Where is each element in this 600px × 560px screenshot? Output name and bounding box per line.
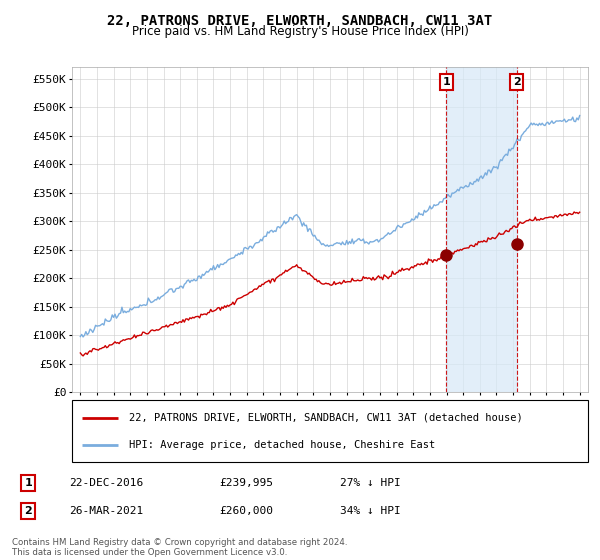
Text: 2: 2 [512,77,520,87]
Text: 34% ↓ HPI: 34% ↓ HPI [340,506,401,516]
Text: 1: 1 [442,77,450,87]
Text: 22-DEC-2016: 22-DEC-2016 [70,478,144,488]
Text: 27% ↓ HPI: 27% ↓ HPI [340,478,401,488]
Text: 2: 2 [24,506,32,516]
Text: Price paid vs. HM Land Registry's House Price Index (HPI): Price paid vs. HM Land Registry's House … [131,25,469,38]
FancyBboxPatch shape [72,400,588,462]
Text: 26-MAR-2021: 26-MAR-2021 [70,506,144,516]
Text: HPI: Average price, detached house, Cheshire East: HPI: Average price, detached house, Ches… [129,440,435,450]
Text: 22, PATRONS DRIVE, ELWORTH, SANDBACH, CW11 3AT (detached house): 22, PATRONS DRIVE, ELWORTH, SANDBACH, CW… [129,413,523,423]
Text: £239,995: £239,995 [220,478,274,488]
Text: £260,000: £260,000 [220,506,274,516]
Text: 22, PATRONS DRIVE, ELWORTH, SANDBACH, CW11 3AT: 22, PATRONS DRIVE, ELWORTH, SANDBACH, CW… [107,14,493,28]
Bar [446,67,517,392]
Text: 1: 1 [24,478,32,488]
Text: Contains HM Land Registry data © Crown copyright and database right 2024.
This d: Contains HM Land Registry data © Crown c… [12,538,347,557]
